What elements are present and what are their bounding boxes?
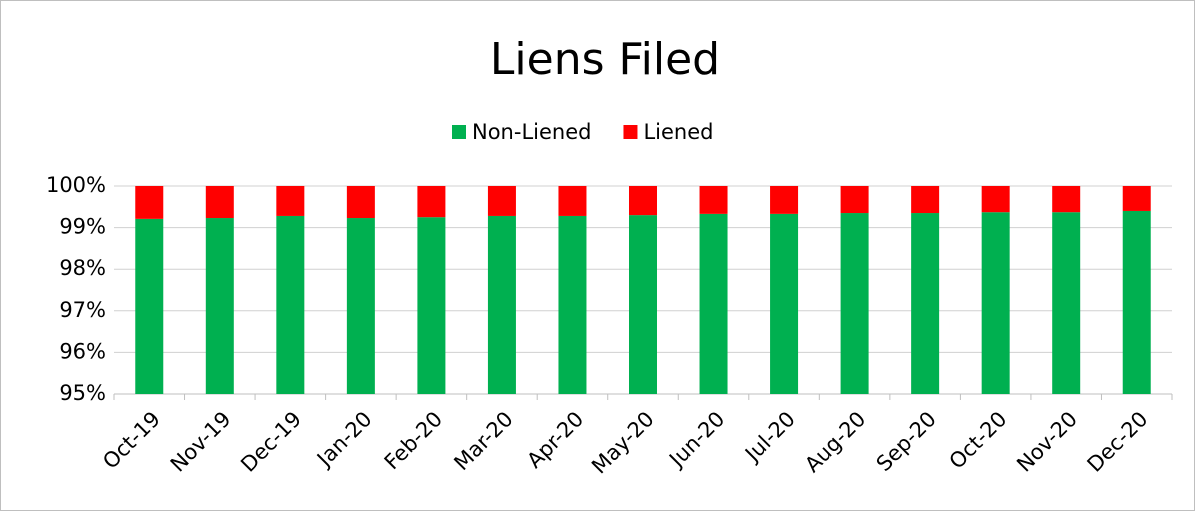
chart-title: Liens Filed — [490, 34, 720, 85]
bar-segment — [558, 186, 587, 216]
bar-segment — [558, 215, 587, 394]
legend-label: Non-Liened — [472, 120, 591, 144]
bar-segment — [1122, 186, 1151, 211]
bar-segment — [346, 186, 375, 219]
legend-swatch — [452, 125, 466, 139]
bar-segment — [1122, 210, 1151, 394]
bar-segment — [276, 186, 305, 216]
bar-segment — [205, 186, 234, 219]
bar-segment — [346, 218, 375, 394]
y-tick-label: 98% — [59, 256, 106, 280]
y-tick-label: 97% — [59, 298, 106, 322]
bar-segment — [770, 186, 799, 214]
bar-segment — [911, 186, 940, 214]
legend-label: Liened — [643, 120, 713, 144]
bar-segment — [840, 186, 869, 214]
bar-segment — [417, 217, 446, 394]
bar-segment — [629, 215, 657, 394]
bar-segment — [417, 186, 446, 218]
bar-segment — [981, 212, 1010, 394]
y-tick-label: 100% — [46, 173, 106, 197]
bar-segment — [911, 213, 940, 394]
bar-segment — [699, 213, 728, 394]
bar-segment — [981, 186, 1010, 213]
bar-segment — [205, 218, 234, 394]
bar-segment — [135, 218, 164, 394]
bar-segment — [840, 213, 869, 394]
bar-segment — [487, 215, 516, 394]
y-tick-label: 95% — [59, 381, 106, 405]
bar-segment — [699, 186, 728, 214]
bar-segment — [276, 215, 305, 394]
legend-swatch — [623, 125, 638, 139]
bar-segment — [1052, 186, 1081, 213]
bar-segment — [770, 213, 799, 394]
bar-segment — [1052, 212, 1081, 394]
bar-segment — [135, 186, 164, 219]
bar-segment — [487, 186, 516, 216]
bar-segment — [629, 186, 657, 216]
y-tick-label: 99% — [59, 215, 106, 239]
y-tick-label: 96% — [59, 339, 106, 363]
